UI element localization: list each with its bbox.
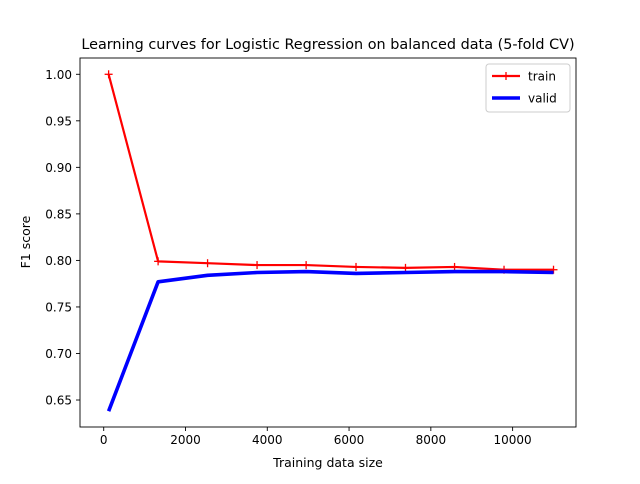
legend: train valid	[485, 63, 571, 113]
data-point-train	[352, 262, 361, 271]
legend-entry-valid: valid	[492, 92, 557, 106]
y-tick-label: 0.80	[45, 254, 72, 268]
y-axis-label: F1 score	[18, 215, 33, 268]
y-tick-label: 0.85	[45, 207, 72, 221]
x-tick-label: 0	[100, 433, 108, 447]
y-tick-label: 1.00	[45, 68, 72, 82]
x-tick-label: 2000	[170, 433, 201, 447]
x-axis-label: Training data size	[272, 455, 383, 470]
plot-area: 0 2000 4000 6000 8000 10000 0.65 0.70 0.75 0.80 0.…	[45, 57, 577, 447]
data-point-train	[302, 261, 311, 270]
data-point-train	[154, 257, 163, 266]
y-tick-label: 0.90	[45, 161, 72, 175]
legend-label: train	[528, 70, 556, 84]
legend-label: valid	[528, 92, 557, 106]
data-point-train	[104, 70, 113, 79]
y-tick-label: 0.70	[45, 347, 72, 361]
legend-entry-train: train	[492, 70, 556, 84]
data-point-train	[401, 263, 410, 272]
data-point-train	[203, 259, 212, 268]
chart-title: Learning curves for Logistic Regression …	[81, 37, 574, 53]
x-tick-label: 8000	[416, 433, 447, 447]
axes-frame	[79, 57, 577, 428]
data-point-train	[253, 261, 262, 270]
x-tick-label: 10000	[494, 433, 532, 447]
y-tick-label: 0.75	[45, 300, 72, 314]
y-tick-label: 0.65	[45, 394, 72, 408]
series-line-train	[107, 74, 554, 271]
data-point-train	[450, 262, 459, 271]
y-tick-label: 0.95	[45, 114, 72, 128]
series-line-valid	[106, 269, 554, 412]
x-tick-label: 4000	[252, 433, 283, 447]
x-tick-label: 6000	[334, 433, 365, 447]
